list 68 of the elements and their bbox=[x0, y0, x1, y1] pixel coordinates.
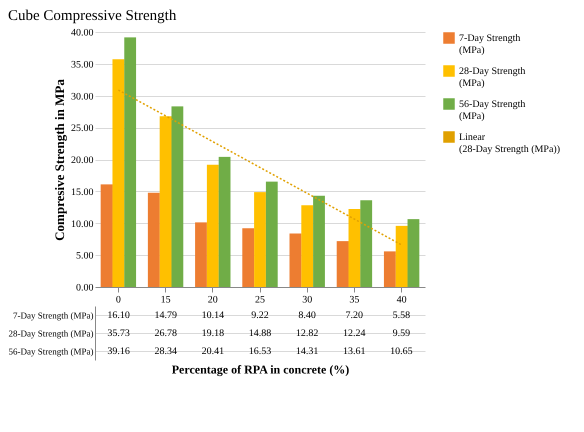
bar bbox=[254, 192, 266, 287]
bar bbox=[301, 205, 314, 287]
legend-label: 56-Day Strength (MPa) bbox=[459, 99, 526, 122]
data-label: 10.14 bbox=[202, 310, 224, 321]
bar bbox=[360, 200, 372, 287]
bar bbox=[242, 228, 254, 287]
bar bbox=[160, 116, 172, 287]
data-label: 10.65 bbox=[390, 346, 413, 357]
y-tick-label: 30.00 bbox=[71, 91, 94, 102]
x-tick-label: 20 bbox=[208, 294, 218, 306]
data-label: 14.79 bbox=[154, 310, 177, 321]
bar bbox=[195, 222, 207, 287]
data-label: 13.61 bbox=[343, 346, 366, 357]
x-tick-label: 15 bbox=[160, 294, 171, 306]
bar bbox=[100, 184, 112, 287]
y-tick-label: 20.00 bbox=[71, 155, 94, 166]
data-label: 16.53 bbox=[248, 346, 272, 357]
data-label: 20.41 bbox=[202, 346, 224, 357]
x-tick-label: 35 bbox=[349, 294, 360, 306]
data-label: 19.18 bbox=[202, 328, 224, 339]
legend-label: 28-Day Strength (MPa) bbox=[459, 66, 526, 89]
bar bbox=[313, 196, 325, 287]
y-tick-label: 15.00 bbox=[71, 186, 94, 198]
chart-title: Cube Compressive Strength bbox=[8, 8, 177, 24]
x-tick-label: 30 bbox=[302, 294, 312, 306]
legend-label: 7-Day Strength (MPa) bbox=[459, 33, 520, 56]
text: 28-Day Strength (MPa) bbox=[8, 328, 94, 338]
bar bbox=[348, 208, 360, 287]
bar bbox=[396, 226, 408, 287]
data-label: 14.31 bbox=[296, 346, 318, 357]
data-label: 28.34 bbox=[154, 346, 177, 357]
y-tick-label: 25.00 bbox=[71, 123, 94, 134]
data-label: 16.10 bbox=[107, 310, 130, 321]
bar bbox=[218, 156, 230, 287]
data-label: 14.88 bbox=[248, 328, 272, 339]
bar bbox=[112, 59, 124, 287]
x-axis-title: Percentage of RPA in concrete (%) bbox=[172, 362, 350, 376]
bar bbox=[384, 251, 396, 287]
data-label: 9.22 bbox=[251, 310, 269, 321]
bar bbox=[171, 106, 184, 287]
bar bbox=[148, 192, 160, 287]
data-label: 26.78 bbox=[154, 328, 177, 339]
x-tick-label: 0 bbox=[116, 294, 121, 306]
y-tick-label: 5.00 bbox=[76, 250, 94, 262]
bar bbox=[124, 37, 136, 287]
data-label: 35.73 bbox=[107, 328, 130, 339]
x-tick-label: 25 bbox=[255, 294, 265, 306]
data-label: 12.24 bbox=[343, 328, 366, 339]
data-label: 39.16 bbox=[107, 346, 130, 357]
y-axis-title: Compresive Strength in MPa bbox=[52, 78, 67, 241]
data-label: 7.20 bbox=[346, 310, 364, 321]
bar bbox=[266, 182, 278, 287]
text: 7-Day Strength (MPa) bbox=[13, 310, 94, 320]
data-label: 8.40 bbox=[298, 310, 316, 321]
bar bbox=[290, 233, 302, 287]
text: 56-Day Strength (MPa) bbox=[8, 346, 94, 356]
legend-label: Linear (28-Day Strength (MPa)) bbox=[459, 132, 560, 155]
y-tick-label: 40.00 bbox=[71, 28, 94, 38]
data-label: 12.82 bbox=[296, 328, 318, 339]
y-tick-label: 35.00 bbox=[71, 59, 94, 70]
data-label: 9.59 bbox=[392, 328, 410, 339]
bar bbox=[206, 164, 219, 287]
x-tick-label: 40 bbox=[396, 294, 407, 306]
bar bbox=[408, 219, 420, 287]
bar bbox=[336, 241, 349, 287]
data-label: 5.58 bbox=[392, 310, 410, 321]
y-tick-label: 0.00 bbox=[76, 282, 94, 294]
y-tick-label: 10.00 bbox=[71, 218, 94, 230]
